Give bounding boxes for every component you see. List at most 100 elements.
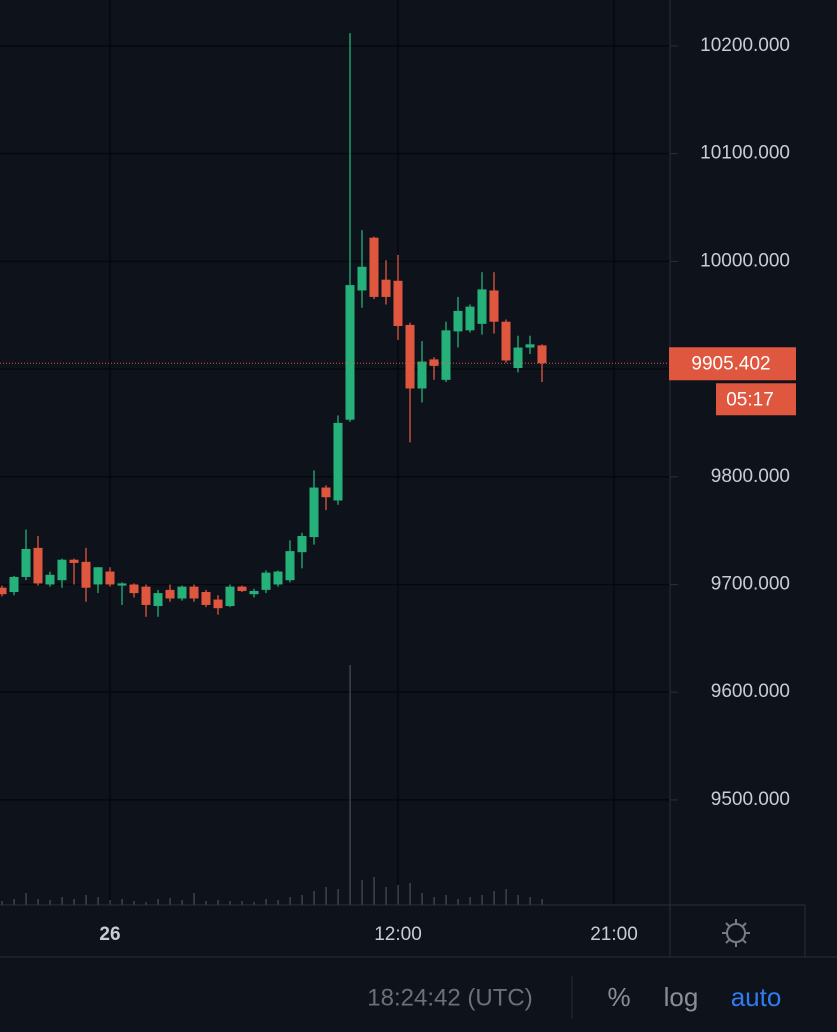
volume-bar [241,901,243,905]
candle-body [81,561,91,588]
candle-body [141,586,151,605]
candle-body [9,576,19,593]
volume-bar [361,880,363,905]
volume-bar [373,877,375,905]
volume-bar [397,885,399,905]
candle-body [21,548,31,577]
candle-body [57,559,67,581]
volume-bar [253,902,255,905]
volume-bar [145,902,147,905]
y-tick-label: 10000.000 [700,250,790,271]
volume-bar [169,898,171,905]
candle-body [501,321,511,361]
volume-bar [121,899,123,905]
candle-body [69,559,79,563]
volume-bar [349,665,351,905]
volume-bar [25,893,27,905]
volume-bar [457,899,459,905]
candle-body [537,345,547,364]
candle-body [129,584,139,594]
volume-bar [205,901,207,905]
y-tick-label: 10100.000 [700,143,790,164]
axes: 9500.0009600.0009700.0009800.0009900.000… [0,35,796,945]
volume-bar [37,899,39,905]
y-tick-label: 10200.000 [700,35,790,56]
candle-body [93,567,103,585]
candle-body [45,574,55,585]
volume-bar [157,899,159,905]
volume-bar [385,887,387,905]
countdown-label: 05:17 [726,389,774,410]
candle-body [297,536,307,553]
candle-body [489,290,499,322]
x-tick-label: 26 [99,924,120,945]
volume-bar [277,900,279,905]
percent-button[interactable]: % [607,982,630,1012]
candle-body [225,586,235,607]
volume-bar [73,899,75,905]
volume-bar [97,897,99,905]
volume-bar [541,899,543,905]
volume-bar [61,897,63,905]
auto-button[interactable]: auto [731,982,782,1012]
volume-bar [493,891,495,905]
candle-body [237,586,247,591]
volume [1,665,543,905]
price-tag [669,347,796,381]
volume-bar [325,887,327,905]
x-tick-label: 21:00 [590,924,638,945]
volume-bar [1,901,3,905]
settings-gear[interactable] [722,919,750,947]
candle-body [165,589,175,599]
volume-bar [421,893,423,905]
volume-bar [289,897,291,905]
y-tick-label: 9500.000 [711,789,790,810]
candle-body [345,285,355,420]
volume-bar [337,889,339,905]
candle-body [405,324,415,389]
volume-bar [85,895,87,905]
candle-body [285,551,295,581]
countdown-tag [716,383,796,416]
candle-body [105,571,115,585]
candle-body [441,330,451,380]
volume-bar [109,900,111,905]
candle-body [273,571,283,585]
candle-body [357,266,367,291]
candle-body [525,344,535,348]
candle-body [201,592,211,605]
volume-bar [517,895,519,905]
volume-bar [229,901,231,905]
clock: 18:24:42 (UTC) [367,984,532,1011]
candle-body [117,583,127,586]
volume-bar [313,891,315,905]
candle-body [0,587,7,595]
candle-body [153,593,163,607]
candle-body [33,547,43,584]
price-tag-label: 9905.402 [691,353,770,374]
volume-bar [193,893,195,905]
candle-body [513,347,523,369]
candle-body [321,487,331,498]
volume-bar [133,901,135,905]
log-button[interactable]: log [664,982,699,1012]
volume-bar [13,899,15,905]
candle-body [429,359,439,366]
y-tick-label: 9700.000 [711,574,790,595]
candle-body [189,586,199,599]
volume-bar [481,895,483,905]
volume-bar [181,900,183,905]
candle-body [369,237,379,297]
volume-bar [505,889,507,905]
candle-body [417,361,427,389]
volume-bar [469,897,471,905]
volume-bar [433,897,435,905]
y-tick-label: 9800.000 [711,466,790,487]
candle-body [333,422,343,501]
candle-body [177,586,187,599]
candle-body [261,572,271,590]
candles [0,33,547,617]
